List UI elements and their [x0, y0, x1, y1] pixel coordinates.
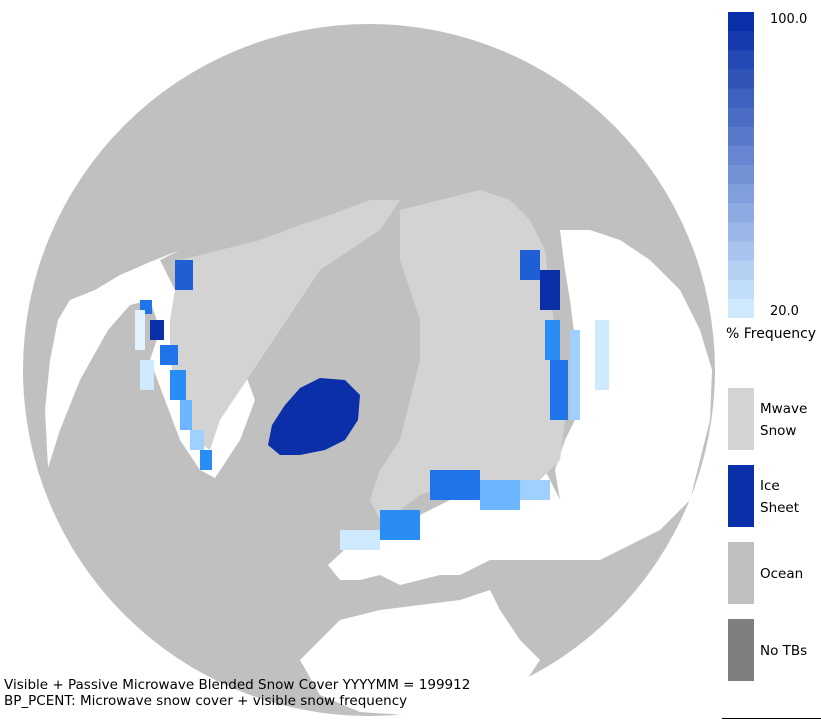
mwave-snow-eurasia	[370, 190, 565, 520]
colorbar-step	[728, 260, 754, 281]
legend-label-ice-sheet: Ice Sheet	[760, 478, 800, 516]
legend-label-ocean: Ocean	[760, 566, 804, 582]
colorbar-max-label: 100.0	[770, 12, 808, 27]
legend-swatch-no-tbs	[728, 619, 754, 681]
snow-frequency-east	[340, 250, 609, 550]
colorbar-title: % Frequency	[726, 326, 817, 342]
baseline-rule	[722, 718, 821, 719]
mwave-snow-canada	[170, 200, 400, 450]
caption-line-2: BP_PCENT: Microwave snow cover + visible…	[4, 693, 408, 709]
colorbar-step	[728, 69, 754, 90]
colorbar-step	[728, 184, 754, 204]
colorbar-step	[728, 88, 754, 109]
colorbar-step	[728, 126, 754, 147]
colorbar-step	[728, 50, 754, 70]
snow-cover-map	[23, 24, 715, 716]
colorbar-step	[728, 222, 754, 243]
legend-swatch-ice-sheet	[728, 465, 754, 527]
caption-line-1: Visible + Passive Microwave Blended Snow…	[4, 677, 471, 693]
colorbar-step	[728, 203, 754, 223]
colorbar-step	[728, 165, 754, 185]
colorbar-step	[728, 12, 754, 32]
colorbar-step	[728, 145, 754, 166]
land-asia	[555, 230, 712, 560]
legend-label-mwave-snow: Mwave Snow	[760, 401, 808, 439]
legend-label-no-tbs: No TBs	[760, 643, 808, 659]
colorbar-step	[728, 279, 754, 300]
colorbar-min-label: 20.0	[770, 304, 799, 319]
land-africa	[300, 590, 540, 716]
colorbar-step	[728, 107, 754, 128]
legend-swatch-mwave-snow	[728, 388, 754, 450]
ice-sheet-greenland	[268, 378, 360, 455]
snow-frequency-west	[135, 260, 212, 470]
colorbar-step	[728, 31, 754, 51]
frequency-colorbar	[728, 12, 754, 318]
colorbar-step	[728, 241, 754, 262]
colorbar-step	[728, 298, 754, 318]
legend-swatch-ocean	[728, 542, 754, 604]
